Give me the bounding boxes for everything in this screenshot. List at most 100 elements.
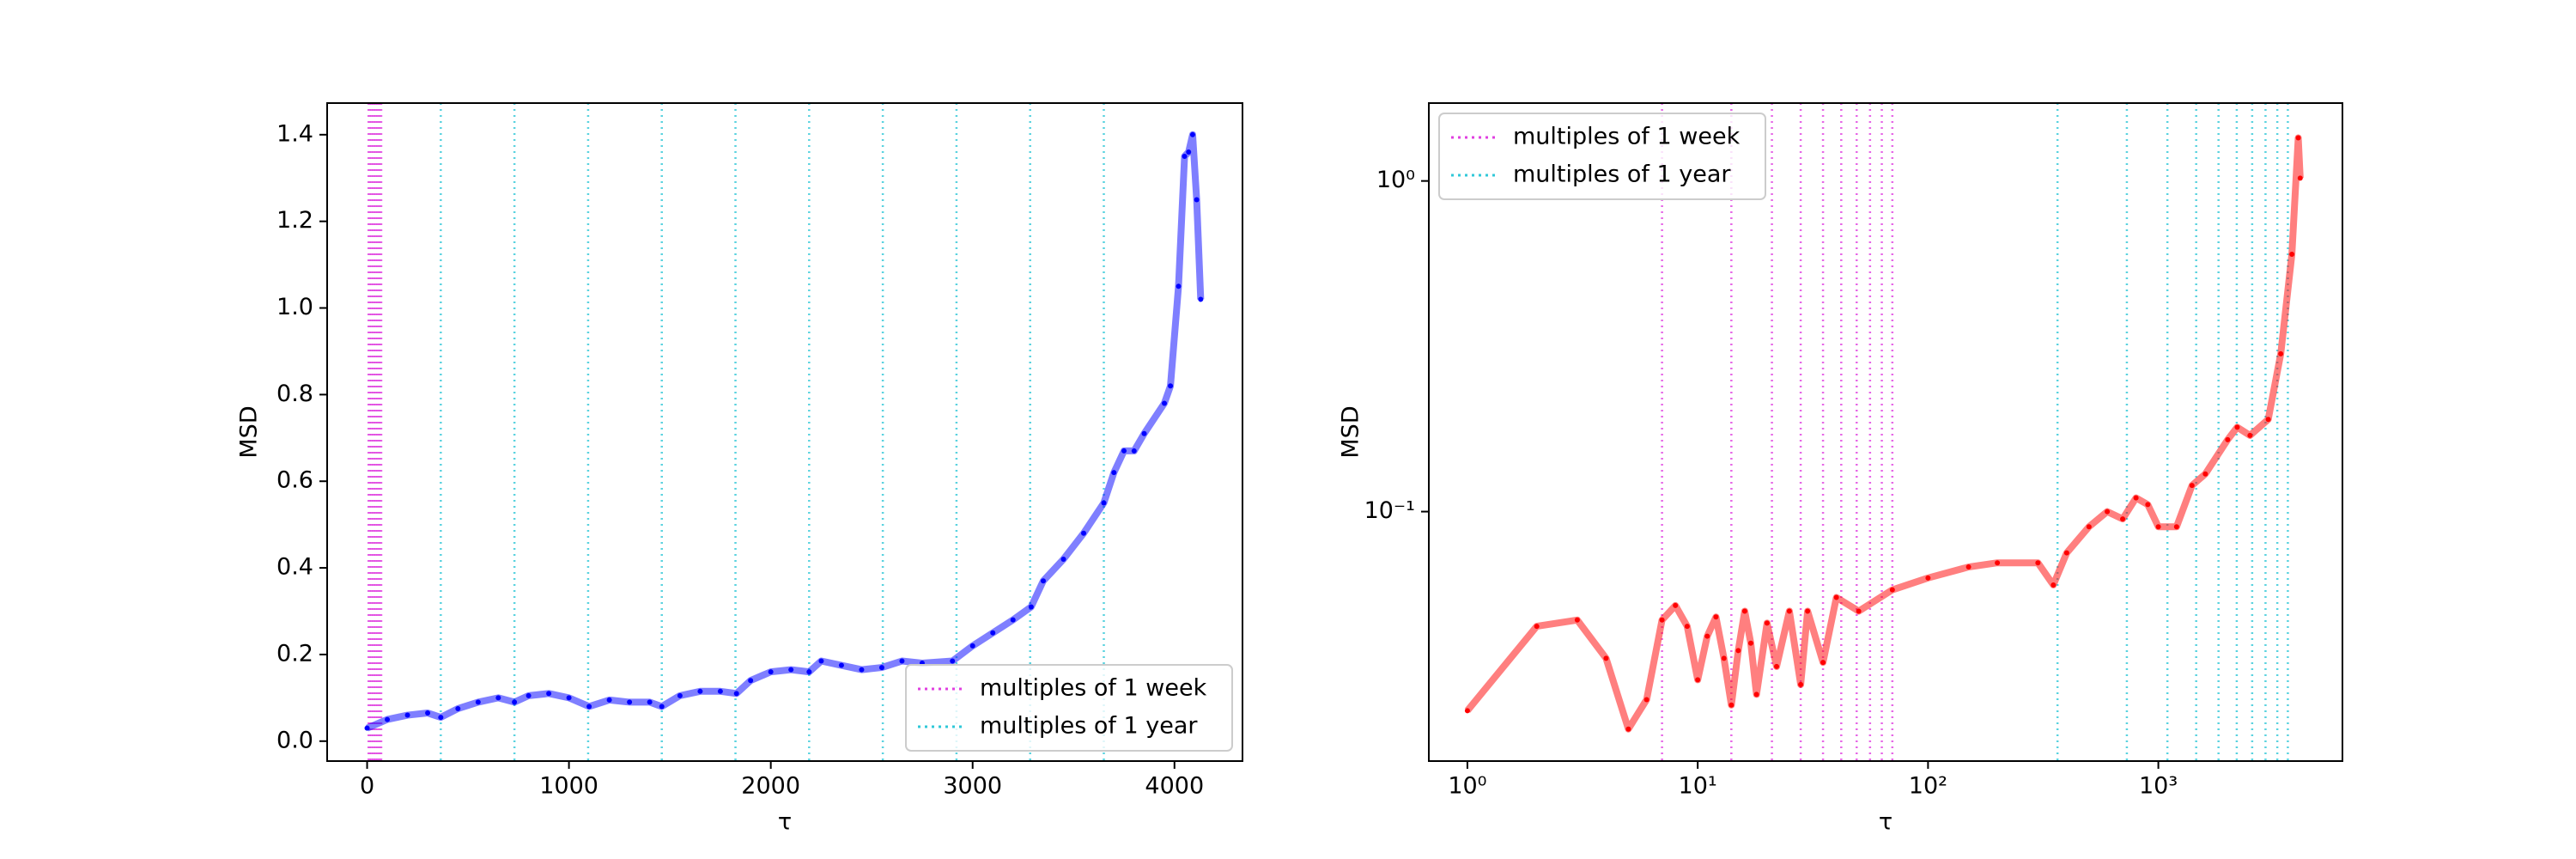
data-point bbox=[1060, 557, 1066, 563]
y-tick-label: 10⁰ bbox=[1376, 167, 1415, 193]
data-point bbox=[2278, 350, 2284, 356]
data-point bbox=[1747, 640, 1753, 646]
y-axis-label: MSD bbox=[236, 405, 263, 458]
x-tick-label: 2000 bbox=[741, 773, 800, 800]
y-tick-label: 0.8 bbox=[276, 381, 313, 407]
data-point bbox=[1704, 633, 1710, 639]
y-tick-label: 10⁻¹ bbox=[1364, 497, 1415, 524]
data-point bbox=[1735, 648, 1741, 654]
data-point bbox=[1673, 602, 1679, 608]
data-point bbox=[878, 665, 884, 671]
data-point bbox=[2035, 560, 2041, 566]
data-point bbox=[1162, 400, 1168, 406]
data-point bbox=[1101, 500, 1107, 506]
data-point bbox=[1695, 677, 1701, 683]
y-tick-label: 1.4 bbox=[276, 120, 313, 147]
data-point bbox=[1121, 448, 1127, 454]
data-point bbox=[1721, 655, 1727, 661]
data-point bbox=[2289, 252, 2295, 258]
data-point bbox=[526, 692, 532, 698]
y-tick-label: 0.0 bbox=[276, 727, 313, 753]
y-tick-label: 1.2 bbox=[276, 207, 313, 234]
data-point bbox=[990, 630, 996, 636]
data-point bbox=[818, 658, 824, 664]
data-point bbox=[2297, 175, 2303, 181]
data-point bbox=[1889, 587, 1895, 593]
x-axis-label: τ bbox=[1879, 809, 1893, 836]
data-point bbox=[2133, 495, 2139, 501]
data-point bbox=[899, 658, 905, 664]
data-point bbox=[2050, 582, 2057, 588]
data-point bbox=[566, 695, 572, 701]
data-point bbox=[788, 667, 794, 673]
data-point bbox=[1534, 624, 1540, 630]
data-point bbox=[1464, 708, 1470, 714]
data-point bbox=[859, 667, 865, 673]
data-point bbox=[512, 699, 518, 705]
data-point bbox=[2120, 516, 2126, 522]
data-point bbox=[1643, 697, 1649, 703]
legend-box bbox=[905, 664, 1233, 752]
x-tick-label: 3000 bbox=[943, 773, 1002, 800]
data-point bbox=[1081, 530, 1087, 536]
y-tick-label: 1.0 bbox=[276, 294, 313, 320]
data-point bbox=[768, 669, 774, 675]
y-tick-label: 0.6 bbox=[276, 467, 313, 494]
data-point bbox=[627, 699, 633, 705]
data-point bbox=[2202, 471, 2208, 477]
x-tick-label: 0 bbox=[360, 773, 374, 800]
y-tick-label: 0.2 bbox=[276, 640, 313, 667]
data-point bbox=[1040, 578, 1046, 584]
data-point bbox=[1856, 608, 1862, 614]
x-tick-label: 10³ bbox=[2139, 773, 2178, 800]
data-point bbox=[1625, 726, 1631, 732]
data-point bbox=[2247, 432, 2253, 438]
data-point bbox=[969, 643, 975, 649]
data-point bbox=[2295, 135, 2301, 141]
x-axis-label: τ bbox=[778, 809, 792, 836]
data-point bbox=[438, 715, 444, 721]
data-line bbox=[1464, 134, 2304, 733]
legend-label: multiples of 1 week bbox=[1513, 124, 1741, 150]
data-point bbox=[2105, 509, 2111, 515]
data-point bbox=[385, 716, 391, 722]
data-point bbox=[1786, 608, 1792, 614]
data-point bbox=[1141, 430, 1147, 436]
data-point bbox=[1713, 614, 1719, 620]
data-point bbox=[1194, 197, 1200, 203]
data-point bbox=[1189, 131, 1195, 137]
data-point bbox=[1764, 620, 1770, 626]
legend-box bbox=[1438, 113, 1766, 200]
y-tick-label: 0.4 bbox=[276, 554, 313, 581]
data-point bbox=[1176, 283, 1182, 289]
data-point bbox=[586, 704, 592, 710]
x-tick-label: 10² bbox=[1909, 773, 1947, 800]
data-point bbox=[1010, 617, 1016, 623]
data-point bbox=[1131, 448, 1137, 454]
data-point bbox=[1684, 624, 1690, 630]
data-point bbox=[647, 699, 653, 705]
data-point bbox=[733, 691, 739, 697]
legend-label: multiples of 1 year bbox=[980, 713, 1198, 740]
data-point bbox=[1659, 617, 1665, 623]
y-axis-label: MSD bbox=[1338, 405, 1364, 458]
axes: 10⁰ 10¹ 10² 10³ 10⁻¹ 10⁰ τ MSD multiples of 1 we… bbox=[1338, 102, 2343, 836]
data-point bbox=[1833, 594, 1839, 600]
data-point bbox=[425, 710, 431, 716]
data-point bbox=[748, 678, 754, 684]
data-point bbox=[838, 662, 844, 668]
data-point bbox=[806, 669, 812, 675]
data-point bbox=[2173, 524, 2179, 530]
data-point bbox=[2145, 502, 2151, 508]
data-point bbox=[2189, 483, 2195, 489]
data-point bbox=[2225, 436, 2231, 442]
data-point bbox=[2265, 417, 2271, 423]
plot-frame bbox=[1428, 102, 2343, 762]
data-point bbox=[1753, 691, 1759, 698]
data-point bbox=[1182, 154, 1188, 160]
data-line bbox=[365, 131, 1205, 732]
data-point bbox=[1995, 560, 2001, 566]
data-point bbox=[950, 658, 956, 664]
data-point bbox=[606, 697, 612, 703]
